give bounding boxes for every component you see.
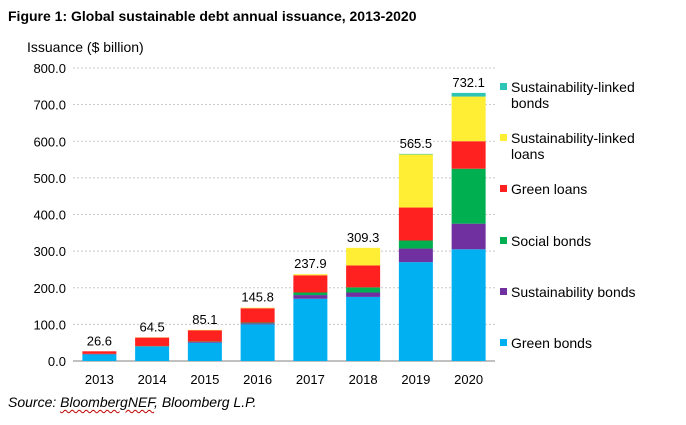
x-tick-label: 2013 bbox=[85, 372, 114, 387]
source-note: Source: BloombergNEF, Bloomberg L.P. bbox=[8, 394, 257, 410]
legend: Sustainability-linkedbondsSustainability… bbox=[500, 79, 636, 351]
y-tick-label: 600.0 bbox=[33, 134, 66, 149]
x-tick-label: 2014 bbox=[138, 372, 167, 387]
y-tick-label: 500.0 bbox=[33, 171, 66, 186]
bar-segment bbox=[293, 292, 328, 296]
bar-segment bbox=[82, 354, 117, 361]
legend-swatch bbox=[500, 83, 507, 90]
legend-swatch bbox=[500, 288, 507, 295]
y-tick-label: 200.0 bbox=[33, 281, 66, 296]
bar-segment bbox=[346, 265, 381, 288]
bar-segment bbox=[346, 247, 381, 266]
bar-segment bbox=[451, 223, 486, 250]
source-suffix: , Bloomberg L.P. bbox=[154, 394, 257, 410]
legend-label: Sustainability-linked bbox=[511, 130, 635, 146]
bar-segment bbox=[398, 154, 433, 208]
y-axis-label: Issuance ($ billion) bbox=[27, 39, 144, 55]
bar-segment bbox=[451, 141, 486, 169]
total-labels: 26.6 64.5 85.1 145.8 237.9 309.3 565.5 732.1 bbox=[87, 75, 485, 348]
legend-swatch bbox=[500, 237, 507, 244]
x-tick-label: 2015 bbox=[190, 372, 219, 387]
legend-label: Sustainability-linked bbox=[511, 79, 635, 95]
bar-segment bbox=[187, 342, 222, 361]
legend-swatch bbox=[500, 339, 507, 346]
bar-segment bbox=[293, 275, 328, 293]
legend-label: bonds bbox=[511, 95, 549, 111]
total-label: 237.9 bbox=[294, 256, 327, 271]
legend-label: loans bbox=[511, 146, 544, 162]
total-label: 145.8 bbox=[241, 290, 274, 305]
bar-segment bbox=[135, 346, 170, 361]
x-tick-label: 2019 bbox=[401, 372, 430, 387]
bar-segment bbox=[346, 296, 381, 361]
x-tick-label: 2016 bbox=[243, 372, 272, 387]
bars bbox=[82, 92, 486, 361]
bar-segment bbox=[293, 298, 328, 361]
bar-segment bbox=[346, 287, 381, 293]
y-tick-label: 100.0 bbox=[33, 317, 66, 332]
legend-label: Green bonds bbox=[511, 335, 592, 351]
bar-segment bbox=[293, 274, 328, 276]
bar-segment bbox=[451, 249, 486, 361]
y-tick-label: 400.0 bbox=[33, 208, 66, 223]
bar-segment bbox=[346, 292, 381, 297]
bar-segment bbox=[187, 341, 222, 343]
total-label: 565.5 bbox=[400, 136, 433, 151]
legend-label: Sustainability bonds bbox=[511, 284, 636, 300]
bar-segment bbox=[398, 153, 433, 155]
y-tick-label: 0.0 bbox=[48, 354, 66, 369]
bar-segment bbox=[240, 323, 275, 325]
legend-label: Social bonds bbox=[511, 233, 591, 249]
legend-label: Green loans bbox=[511, 181, 587, 197]
bar-segment bbox=[398, 240, 433, 249]
bar-segment bbox=[240, 308, 275, 323]
total-label: 732.1 bbox=[452, 75, 485, 90]
total-label: 26.6 bbox=[87, 333, 112, 348]
bar-segment bbox=[187, 330, 222, 342]
bar-segment bbox=[451, 168, 486, 224]
source-prefix: Source: bbox=[8, 394, 61, 410]
bar-segment bbox=[135, 337, 170, 346]
x-tick-label: 2018 bbox=[349, 372, 378, 387]
y-tick-label: 300.0 bbox=[33, 244, 66, 259]
bar-segment bbox=[398, 207, 433, 241]
bar-segment bbox=[451, 92, 486, 97]
total-label: 309.3 bbox=[347, 230, 380, 245]
total-label: 64.5 bbox=[139, 319, 164, 334]
figure-title: Figure 1: Global sustainable debt annual… bbox=[8, 8, 417, 24]
bar-segment bbox=[398, 262, 433, 361]
source-brand: BloombergNEF bbox=[60, 394, 155, 410]
bar-segment bbox=[240, 322, 275, 324]
x-tick-labels: 2013 2014 2015 2016 2017 2018 2019 2020 bbox=[85, 372, 483, 387]
y-tick-label: 800.0 bbox=[33, 61, 66, 76]
bar-segment bbox=[451, 96, 486, 142]
legend-swatch bbox=[500, 134, 507, 141]
stacked-bar-chart: Issuance ($ billion) 0.0 100.0 200.0 300.0 4… bbox=[27, 39, 636, 387]
bar-segment bbox=[240, 324, 275, 361]
x-tick-label: 2017 bbox=[296, 372, 325, 387]
bar-segment bbox=[240, 307, 275, 309]
y-tick-label: 700.0 bbox=[33, 98, 66, 113]
x-tick-label: 2020 bbox=[454, 372, 483, 387]
bar-segment bbox=[82, 351, 117, 354]
y-tick-labels: 0.0 100.0 200.0 300.0 400.0 500.0 600.0 700.0 80… bbox=[33, 61, 66, 369]
bar-segment bbox=[398, 248, 433, 263]
legend-swatch bbox=[500, 185, 507, 192]
total-label: 85.1 bbox=[192, 312, 217, 327]
bar-segment bbox=[293, 295, 328, 299]
